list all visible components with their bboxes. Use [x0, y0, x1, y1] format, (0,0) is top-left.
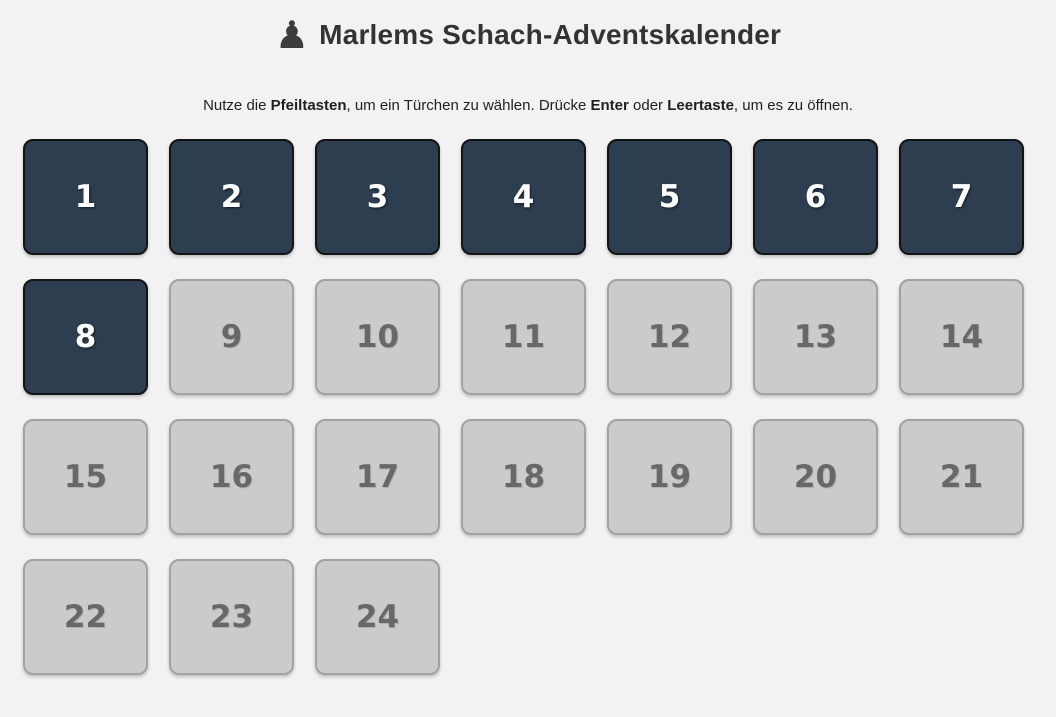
page-title: ♟ Marlems Schach-Adventskalender	[0, 12, 1056, 58]
door-4[interactable]: 4	[461, 139, 586, 255]
door-22[interactable]: 22	[23, 559, 148, 675]
instruction-segment: , um ein Türchen zu wählen. Drücke	[346, 97, 591, 114]
door-18[interactable]: 18	[461, 419, 586, 535]
instruction-segment: Enter	[590, 97, 629, 114]
door-1[interactable]: 1	[23, 139, 148, 255]
door-17[interactable]: 17	[315, 419, 440, 535]
instruction-segment: Nutze die	[203, 97, 271, 114]
door-23[interactable]: 23	[169, 559, 294, 675]
door-13[interactable]: 13	[753, 279, 878, 395]
page-title-text: Marlems Schach-Adventskalender	[319, 19, 782, 50]
door-24[interactable]: 24	[315, 559, 440, 675]
door-2[interactable]: 2	[169, 139, 294, 255]
door-9[interactable]: 9	[169, 279, 294, 395]
door-7[interactable]: 7	[899, 139, 1024, 255]
instruction-segment: oder	[628, 97, 668, 114]
door-14[interactable]: 14	[899, 279, 1024, 395]
instructions: Nutze die Pfeiltasten, um ein Türchen zu…	[0, 96, 1056, 116]
door-20[interactable]: 20	[753, 419, 878, 535]
pawn-icon: ♟	[274, 13, 310, 57]
door-5[interactable]: 5	[607, 139, 732, 255]
door-3[interactable]: 3	[315, 139, 440, 255]
door-6[interactable]: 6	[753, 139, 878, 255]
door-21[interactable]: 21	[899, 419, 1024, 535]
door-11[interactable]: 11	[461, 279, 586, 395]
instruction-segment: Pfeiltasten	[270, 97, 347, 114]
door-16[interactable]: 16	[169, 419, 294, 535]
instruction-segment: , um es zu öffnen.	[733, 97, 853, 114]
calendar-grid: 1 2 3 4 5 6 7 8 9 10 11 12 13 14 15 16 17 18 19 20 21 22 23 24	[23, 139, 1024, 675]
door-8[interactable]: 8	[23, 279, 148, 395]
door-15[interactable]: 15	[23, 419, 148, 535]
door-12[interactable]: 12	[607, 279, 732, 395]
instruction-segment: Leertaste	[667, 97, 734, 114]
door-10[interactable]: 10	[315, 279, 440, 395]
door-19[interactable]: 19	[607, 419, 732, 535]
